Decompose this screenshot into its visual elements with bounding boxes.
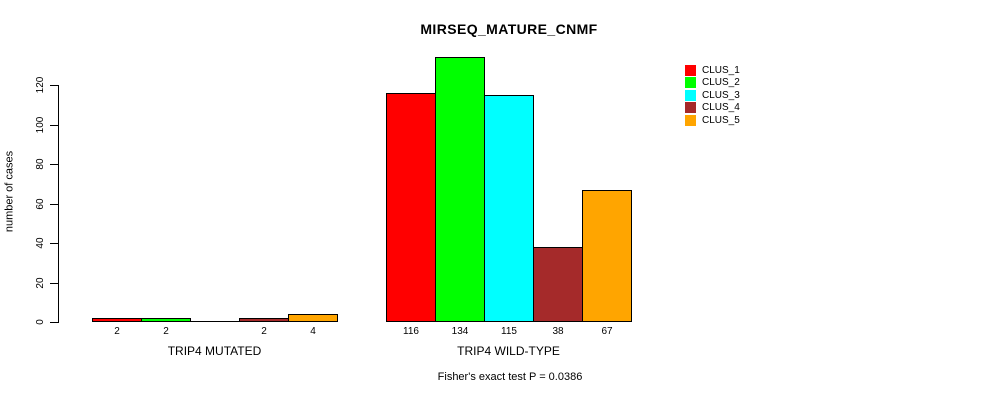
bar-clus_2	[435, 57, 485, 322]
legend-label: CLUS_1	[702, 64, 740, 76]
bar-clus_4	[239, 318, 289, 322]
y-axis-tick	[50, 164, 58, 165]
legend-item: CLUS_1	[685, 64, 740, 76]
bar-clus_5	[582, 190, 632, 322]
y-axis-tick	[50, 243, 58, 244]
bar-clus_5	[288, 314, 338, 322]
y-axis-tick	[50, 125, 58, 126]
y-axis-tick	[50, 204, 58, 205]
annotation-text: Fisher's exact test P = 0.0386	[437, 371, 583, 383]
legend-color-swatch-icon	[685, 89, 696, 101]
legend-color-swatch-icon	[685, 76, 696, 88]
y-axis-tick	[50, 85, 58, 86]
bar-clus_3-zero	[190, 321, 240, 322]
legend-item: CLUS_4	[685, 101, 740, 113]
legend-item: CLUS_3	[685, 89, 740, 101]
bar-value-label: 2	[114, 326, 120, 337]
y-axis-line	[58, 85, 59, 323]
bar-value-label: 2	[261, 326, 267, 337]
legend-color-swatch-icon	[685, 64, 696, 76]
bar-value-label: 4	[310, 326, 316, 337]
legend-color-swatch-icon	[685, 114, 696, 126]
bar-value-label: 67	[601, 326, 613, 337]
y-axis-tick	[50, 322, 58, 323]
x-group-label: TRIP4 WILD-TYPE	[457, 344, 560, 358]
bar-clus_1	[386, 93, 436, 322]
legend-item: CLUS_2	[685, 76, 740, 88]
y-axis-tick-label: 120	[35, 76, 46, 94]
legend-item: CLUS_5	[685, 114, 740, 126]
legend-label: CLUS_4	[702, 101, 740, 113]
legend-label: CLUS_3	[702, 89, 740, 101]
bar-clus_1	[92, 318, 142, 322]
legend-label: CLUS_2	[702, 76, 740, 88]
bar-value-label: 134	[451, 326, 469, 337]
bar-value-label: 116	[403, 326, 419, 337]
bar-value-label: 2	[163, 326, 169, 337]
y-axis-tick	[50, 283, 58, 284]
bar-clus_4	[533, 247, 583, 322]
bar-clus_3	[484, 95, 534, 322]
legend-color-swatch-icon	[685, 101, 696, 113]
bar-clus_2	[141, 318, 191, 322]
chart-title: MIRSEQ_MATURE_CNMF	[420, 21, 598, 37]
bar-value-label: 115	[501, 326, 517, 337]
y-axis-label: number of cases	[3, 150, 16, 233]
x-group-label: TRIP4 MUTATED	[167, 344, 262, 358]
legend-label: CLUS_5	[702, 114, 740, 126]
bar-value-label: 38	[552, 326, 564, 337]
